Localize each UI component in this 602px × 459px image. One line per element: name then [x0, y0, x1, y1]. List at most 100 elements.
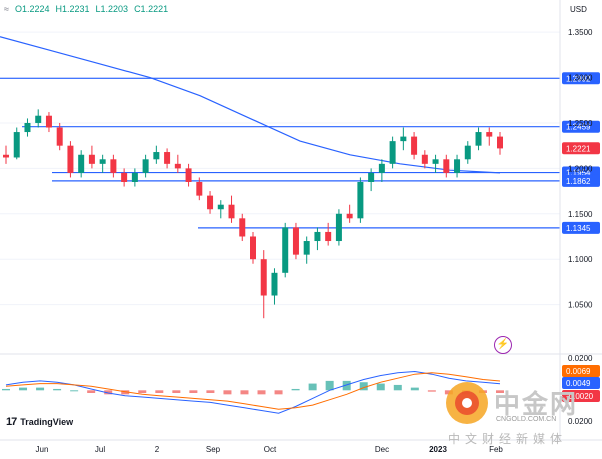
candle-up	[13, 132, 20, 158]
level-tag-label: 1.2992	[566, 74, 591, 83]
indicator-value-tag	[562, 365, 600, 377]
candle-up	[400, 136, 407, 142]
candle-down	[3, 154, 9, 158]
candle-up	[303, 241, 310, 255]
candle-up	[99, 159, 106, 164]
price-tick-label: 1.2500	[568, 119, 593, 128]
candle-down	[110, 159, 117, 173]
macd-histogram-bar	[257, 390, 266, 395]
macd-histogram-bar	[308, 383, 317, 391]
candle-down	[56, 127, 63, 146]
time-tick-label: Jun	[36, 445, 49, 454]
macd-histogram-bar	[36, 387, 45, 391]
candle-down	[250, 236, 256, 260]
time-tick-label: Dec	[375, 445, 389, 454]
price-tick-label: 1.3500	[568, 28, 593, 37]
lightning-icon[interactable]: ⚡	[494, 336, 512, 354]
macd-histogram-bar	[189, 390, 198, 393]
currency-label: USD	[570, 5, 587, 14]
candle-down	[292, 227, 299, 255]
indicator-tick-label: 0.0200	[568, 354, 593, 363]
candle-up	[142, 159, 149, 173]
watermark-title: 中金网	[494, 390, 579, 420]
watermark-subtitle: 中文财经新媒体	[448, 432, 568, 446]
macd-histogram-bar	[155, 390, 164, 393]
candle-down	[443, 159, 450, 173]
indicator-value-tag	[562, 390, 600, 402]
macd-histogram-bar	[427, 390, 436, 392]
candle-up	[35, 115, 42, 123]
level-tag-label: 1.1954	[566, 169, 591, 178]
macd-line	[5, 370, 501, 414]
candle-up	[475, 132, 482, 146]
candle-up	[217, 204, 224, 210]
chart-grid	[0, 31, 560, 306]
price-tick-label: 1.1500	[568, 210, 593, 219]
price-tick-label: 1.2000	[568, 164, 593, 173]
macd-histogram-bar	[121, 390, 130, 395]
level-tag-label: 1.1862	[566, 177, 591, 186]
macd-histogram-bar	[104, 390, 113, 395]
macd-histogram-bar	[206, 390, 215, 393]
candle-down	[260, 259, 267, 296]
high-value: H1.2231	[55, 4, 90, 14]
macd-histogram-bar	[291, 388, 300, 391]
low-value: L1.2203	[95, 4, 129, 14]
macd-histogram-bar	[325, 380, 334, 391]
macd-histogram-bar	[274, 390, 283, 395]
tradingview-label: TradingView	[20, 417, 74, 427]
moving-average-line	[0, 36, 501, 174]
candle-down	[185, 168, 192, 182]
time-tick-label: 2023	[429, 445, 447, 454]
macd-histogram-bar	[138, 390, 147, 393]
candle-up	[335, 213, 342, 242]
candle-down	[228, 204, 235, 219]
macd-histogram-bar	[410, 387, 419, 391]
macd-histogram-bar	[342, 380, 351, 391]
indicator-value-tag	[562, 377, 600, 389]
last-price-tag	[562, 142, 600, 155]
indicator-tick-label: 0.0200	[568, 417, 593, 426]
macd-histogram-bar	[172, 390, 181, 393]
price-tick-label: 1.1000	[568, 255, 593, 264]
candle-up	[368, 172, 375, 182]
indicator-value-label: -0.0020	[566, 392, 594, 401]
last-price-label: 1.2221	[566, 144, 591, 153]
candle-up	[314, 231, 321, 242]
candle-up	[24, 122, 31, 133]
symbol-icon[interactable]: ≈	[4, 4, 9, 14]
time-tick-label: Oct	[264, 445, 277, 454]
indicator-value-label: 0.0049	[566, 379, 591, 388]
candle-down	[239, 218, 246, 237]
time-tick-label: Sep	[206, 445, 221, 454]
price-axis[interactable]: USD 1.3500 1.3000 1.2500 1.2000 1.1500 1.1000 1…	[559, 0, 600, 440]
candlestick-series	[3, 109, 503, 319]
candle-down	[346, 213, 353, 219]
candle-up	[357, 182, 364, 219]
candle-down	[497, 136, 503, 149]
tradingview-logo[interactable]: 17 TradingView	[6, 416, 73, 428]
price-tick-label: 1.3000	[568, 74, 593, 83]
macd-histogram-bar	[223, 390, 232, 395]
signal-line	[5, 372, 501, 410]
macd-histogram-bar	[70, 390, 79, 392]
macd-histogram-bar	[19, 387, 28, 391]
candle-up	[78, 154, 85, 173]
tradingview-mark-icon: 17	[6, 416, 17, 428]
candle-up	[389, 141, 396, 164]
candle-up	[131, 172, 138, 182]
candle-down	[486, 132, 493, 137]
level-tag-label: 1.1345	[566, 224, 591, 233]
macd-histogram-bar	[87, 390, 96, 393]
level-tag	[562, 120, 600, 133]
macd-histogram-bar	[240, 390, 249, 395]
time-axis[interactable]: Jun Jul 2 Sep Oct Dec 2023 Feb	[0, 439, 602, 454]
open-value: O1.2224	[14, 4, 50, 14]
candle-down	[411, 136, 418, 155]
cngold-logo-icon	[446, 382, 488, 424]
macd-histogram	[2, 380, 504, 395]
ohlc-legend: ≈ O1.2224 H1.2231 L1.2203 C1.2221	[4, 4, 168, 14]
candle-up	[454, 159, 461, 173]
